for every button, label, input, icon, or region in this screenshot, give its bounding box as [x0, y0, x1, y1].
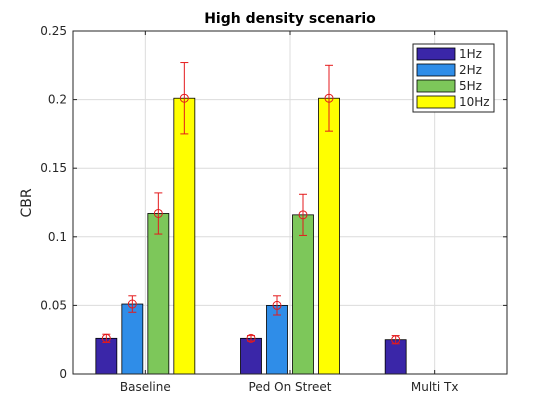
- bars: [95, 97, 407, 375]
- mean-marker: [179, 93, 189, 103]
- y-tick-label: 0.25: [40, 24, 67, 38]
- bar: [147, 213, 170, 375]
- mean-marker: [298, 210, 308, 220]
- legend-label: 5Hz: [459, 79, 482, 93]
- legend-label: 1Hz: [459, 47, 482, 61]
- mean-marker: [324, 93, 334, 103]
- y-axis: 0 0.05 0.1 0.15 0.2 0.25: [40, 24, 507, 381]
- mean-marker: [272, 300, 282, 310]
- bar: [173, 97, 196, 375]
- y-tick-label: 0.2: [48, 93, 67, 107]
- legend-swatch: [416, 47, 456, 61]
- legend-label: 10Hz: [459, 95, 490, 109]
- mean-marker: [391, 335, 401, 345]
- x-tick-label: Ped On Street: [249, 380, 332, 394]
- legend-swatch: [416, 63, 456, 77]
- y-tick-label: 0.1: [48, 230, 67, 244]
- chart-title: High density scenario: [204, 11, 376, 27]
- x-tick-label: Baseline: [120, 380, 171, 394]
- y-axis-label: CBR: [19, 188, 35, 217]
- legend-label: 2Hz: [459, 63, 482, 77]
- bar: [292, 214, 314, 375]
- bar: [121, 303, 144, 375]
- mean-marker: [153, 208, 163, 218]
- bar: [318, 97, 340, 375]
- y-tick-label: 0.15: [40, 161, 67, 175]
- legend: 1Hz 2Hz 5Hz 10Hz: [412, 43, 495, 113]
- y-tick-label: 0.05: [40, 298, 67, 312]
- bar: [266, 304, 288, 375]
- bar: [240, 337, 262, 375]
- mean-marker: [246, 333, 256, 343]
- mean-marker: [101, 333, 111, 343]
- y-tick-label: 0: [59, 367, 67, 381]
- x-tick-label: Multi Tx: [411, 380, 459, 394]
- mean-marker: [127, 299, 137, 309]
- bar: [384, 339, 407, 375]
- error-bars: [101, 62, 401, 345]
- legend-swatch: [416, 95, 456, 109]
- legend-swatch: [416, 79, 456, 93]
- bar: [95, 337, 118, 375]
- x-axis: Baseline Ped On Street Multi Tx: [120, 31, 459, 394]
